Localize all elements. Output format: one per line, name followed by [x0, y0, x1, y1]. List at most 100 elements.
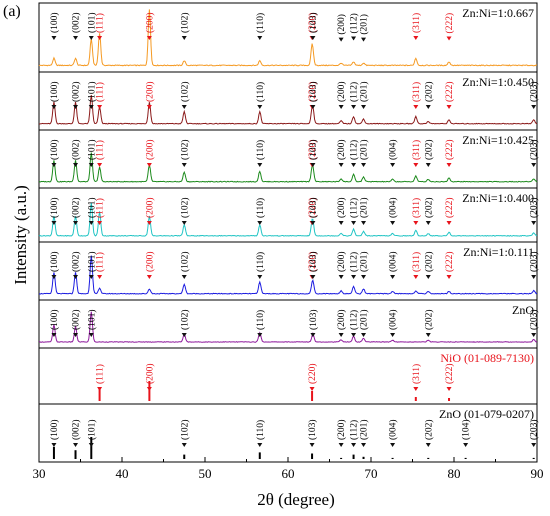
peak-marker: [351, 275, 357, 279]
sample-panel: (100) (002) (101)(111) (200) (102) (110) (220)…: [38, 71, 540, 131]
peak-label: (222): [444, 13, 455, 34]
peak-marker: [73, 275, 79, 279]
spectrum-line: [38, 9, 538, 67]
peak-label: (112): [349, 13, 360, 33]
peak-marker: [88, 275, 94, 279]
spectrum-line: [38, 255, 538, 295]
peak-marker: [51, 163, 57, 167]
peak-label: (202): [423, 419, 434, 440]
panel-label: (a): [3, 3, 21, 20]
peak-marker: [446, 105, 452, 109]
peak-marker: [338, 333, 344, 337]
reference-name: ZnO (01-079-0207): [439, 407, 534, 421]
peak-label: (203): [529, 197, 540, 218]
peak-label: (203): [529, 419, 540, 440]
peak-marker: [446, 275, 452, 279]
peak-marker: [97, 163, 103, 167]
peak-label: (112): [349, 82, 360, 102]
peak-marker: [146, 387, 152, 391]
peak-label: (102): [179, 309, 190, 330]
peak-marker: [88, 443, 94, 447]
peak-marker: [338, 275, 344, 279]
peak-label: (103): [307, 419, 318, 440]
peak-label: (200): [144, 197, 155, 218]
peak-label: (004): [388, 197, 399, 218]
peak-marker: [146, 275, 152, 279]
peak-marker: [413, 387, 419, 391]
peak-marker: [181, 163, 187, 167]
peak-marker: [361, 275, 367, 279]
peak-marker: [73, 443, 79, 447]
peak-label: (202): [423, 251, 434, 272]
peak-marker: [51, 221, 57, 225]
peak-label: (102): [179, 81, 190, 102]
peak-marker: [338, 163, 344, 167]
peak-label: (002): [71, 309, 82, 330]
series-name: Zn:Ni=1:0.450: [462, 75, 534, 89]
peak-marker: [257, 333, 263, 337]
peak-marker: [361, 37, 367, 42]
peak-label: (201): [359, 139, 370, 160]
peak-marker: [338, 37, 344, 42]
peak-marker: [390, 221, 396, 225]
peak-marker: [351, 105, 357, 109]
peak-label: (200): [336, 309, 347, 330]
peak-label: (101): [86, 197, 97, 218]
peak-label: (103): [308, 12, 319, 33]
peak-label: (222): [444, 251, 455, 272]
peak-label: (111): [95, 198, 106, 218]
peak-marker: [446, 36, 452, 41]
peak-label: (110): [255, 420, 266, 440]
peak-marker: [88, 105, 94, 109]
peak-label: (101): [86, 12, 97, 33]
peak-marker: [181, 333, 187, 337]
peak-marker: [310, 221, 316, 225]
peak-label: (112): [349, 310, 360, 330]
sample-panel: (100) (002) (101)(111) (200) (102) (110) (220)…: [38, 187, 540, 243]
peak-label: (201): [359, 419, 370, 440]
plot-panels: (100) (002) (101)(111) (200) (102) (110) (220)…: [38, 2, 540, 463]
peak-marker: [181, 221, 187, 225]
peak-marker: [361, 105, 367, 109]
peak-marker: [413, 275, 419, 279]
peak-marker: [425, 163, 431, 167]
peak-label: (202): [423, 197, 434, 218]
x-tick-label: 90: [531, 466, 544, 481]
peak-label: (220): [307, 251, 318, 272]
x-tick-label: 80: [448, 466, 461, 481]
peak-label: (103): [308, 81, 319, 102]
peak-marker: [361, 221, 367, 225]
peak-marker: [181, 105, 187, 109]
peak-label: (200): [144, 251, 155, 272]
peak-label: (202): [423, 309, 434, 330]
peak-marker: [351, 443, 357, 447]
sample-panel: (100) (002) (101)(111) (200) (102) (110) (220)…: [38, 2, 538, 73]
spectrum-line: [38, 94, 538, 125]
spectrum-line: [38, 311, 538, 343]
peak-label: (002): [71, 139, 82, 160]
peak-label: (222): [444, 363, 455, 384]
peak-marker: [351, 163, 357, 167]
peak-label: (100): [49, 12, 60, 33]
peak-label: (202): [423, 81, 434, 102]
peak-label: (100): [49, 139, 60, 160]
peak-label: (101): [86, 139, 97, 160]
peak-marker: [73, 36, 79, 40]
peak-label: (201): [359, 197, 370, 218]
peak-marker: [310, 275, 316, 279]
peak-marker: [51, 333, 57, 337]
peak-marker: [351, 36, 357, 41]
spectrum-line: [38, 202, 538, 237]
peak-label: (203): [529, 139, 540, 160]
peak-label: (311): [411, 140, 422, 160]
peak-marker: [181, 275, 187, 279]
peak-label: (203): [529, 251, 540, 272]
y-axis-label: Intensity (a.u.): [11, 185, 30, 285]
peak-label: (311): [411, 252, 422, 272]
peak-marker: [310, 36, 316, 40]
peak-marker: [73, 221, 79, 225]
peak-label: (311): [411, 198, 422, 218]
peak-label: (004): [388, 139, 399, 160]
peak-marker: [338, 221, 344, 225]
